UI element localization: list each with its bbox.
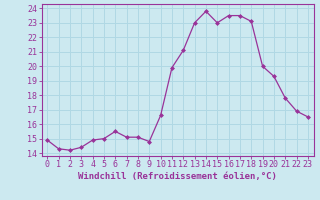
X-axis label: Windchill (Refroidissement éolien,°C): Windchill (Refroidissement éolien,°C) xyxy=(78,172,277,181)
